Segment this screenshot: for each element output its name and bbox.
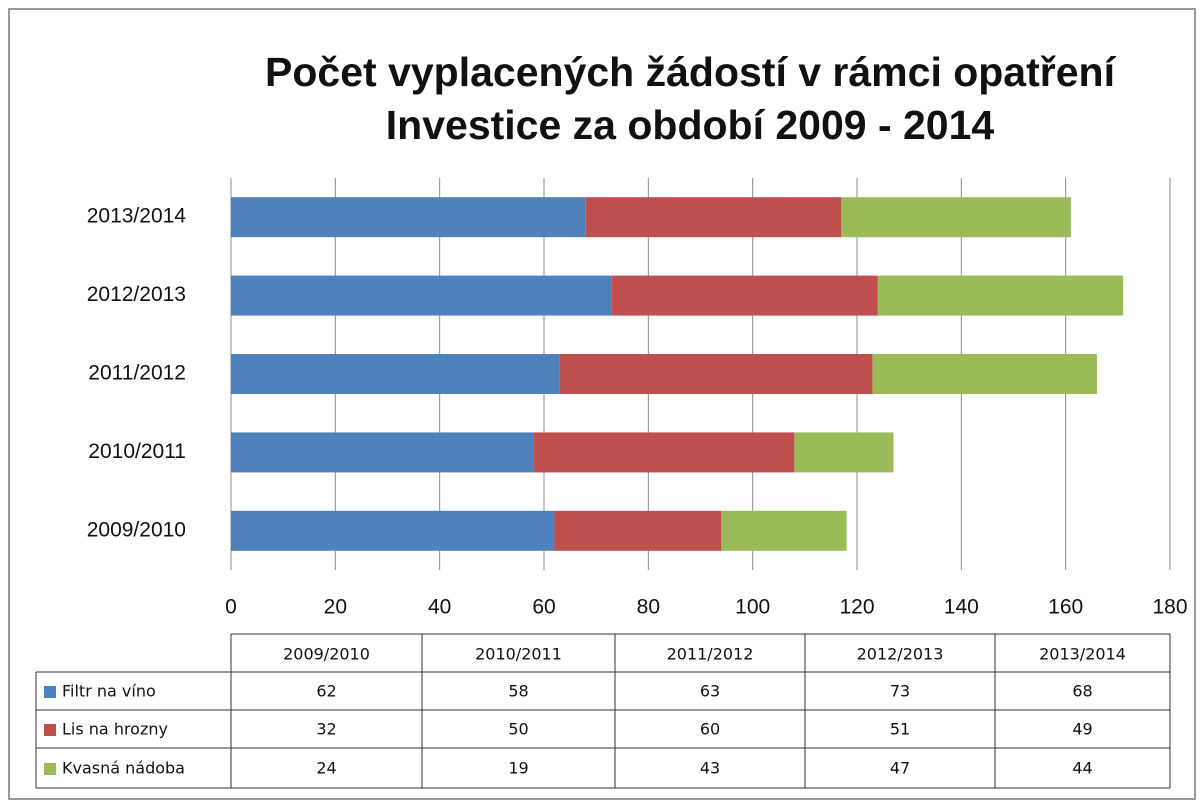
table-cell: 24 (316, 759, 336, 778)
bar-segment (585, 197, 842, 238)
table-cell: 73 (890, 682, 910, 701)
bar-segment (559, 354, 873, 394)
legend-label: Lis na hrozny (62, 720, 168, 739)
table-cell: 60 (700, 720, 720, 739)
legend-key (44, 724, 56, 736)
bar-segment (872, 354, 1097, 394)
chart-frame (8, 8, 1196, 800)
table-cell: 19 (508, 759, 528, 778)
y-tick-label: 2009/2010 (87, 518, 186, 541)
bar-segment (231, 275, 612, 316)
legend-label: Filtr na víno (62, 682, 156, 701)
x-tick-label: 60 (532, 596, 555, 619)
legend-label: Kvasná nádoba (62, 759, 185, 778)
chart-title: Investice za období 2009 - 2014 (386, 102, 995, 148)
bar-segment (533, 432, 795, 473)
bar-segment (231, 197, 586, 238)
table-cell: 58 (508, 682, 528, 701)
table-cell: 51 (890, 720, 910, 739)
y-tick-label: 2011/2012 (88, 362, 186, 385)
y-tick-label: 2010/2011 (88, 440, 186, 463)
x-tick-label: 40 (428, 596, 451, 619)
bar-segment (231, 510, 555, 551)
table-cell: 49 (1072, 720, 1092, 739)
x-tick-label: 160 (1048, 596, 1083, 619)
x-tick-label: 20 (324, 596, 347, 619)
bar-segment (794, 432, 894, 473)
table-cell: 47 (890, 759, 910, 778)
table-cell: 68 (1072, 682, 1092, 701)
legend-key (44, 686, 56, 698)
table-cell: 50 (508, 720, 528, 739)
x-tick-label: 0 (225, 596, 237, 619)
bar-segment (841, 197, 1071, 238)
table-cell: 43 (700, 759, 720, 778)
bar-segment (231, 432, 534, 473)
table-cell: 44 (1072, 759, 1092, 778)
x-tick-label: 80 (637, 596, 660, 619)
table-cell: 63 (700, 682, 720, 701)
table-header: 2013/2014 (1039, 645, 1126, 664)
table-header: 2012/2013 (857, 645, 944, 664)
x-tick-label: 120 (839, 596, 874, 619)
table-header: 2009/2010 (283, 645, 370, 664)
x-tick-label: 100 (735, 596, 770, 619)
legend-key (44, 763, 56, 775)
bar-segment (721, 510, 847, 551)
table-header: 2010/2011 (475, 645, 562, 664)
y-tick-label: 2012/2013 (87, 283, 186, 306)
bar-segment (231, 354, 560, 394)
y-tick-label: 2013/2014 (87, 205, 187, 228)
bar-segment (611, 275, 878, 316)
bar-segment (877, 275, 1124, 316)
table-cell: 32 (316, 720, 336, 739)
chart-title: Počet vyplacených žádostí v rámci opatře… (265, 49, 1117, 95)
x-tick-label: 140 (944, 596, 979, 619)
table-cell: 62 (316, 682, 336, 701)
bar-segment (554, 510, 722, 551)
table-header: 2011/2012 (667, 645, 754, 664)
x-tick-label: 180 (1152, 596, 1187, 619)
